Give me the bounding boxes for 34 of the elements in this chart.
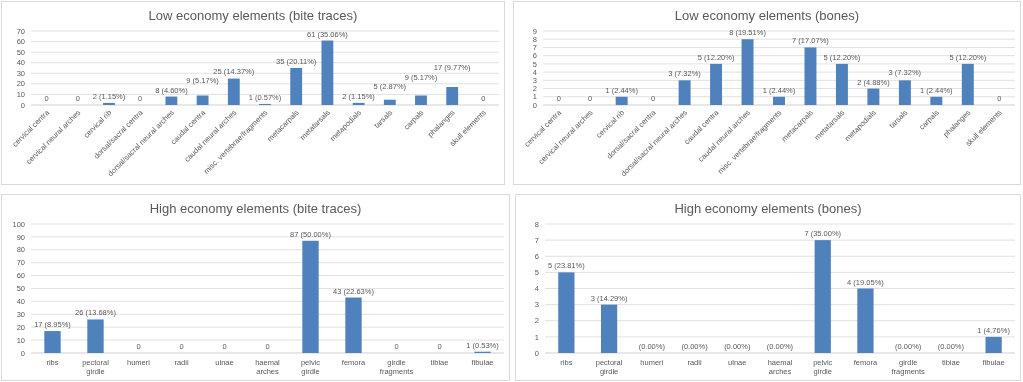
bar xyxy=(290,68,303,105)
bar xyxy=(415,95,427,105)
bar xyxy=(835,63,848,105)
bar xyxy=(814,240,831,353)
chart-title: High economy elements (bones) xyxy=(674,201,862,216)
bar xyxy=(615,96,628,105)
bar xyxy=(867,88,880,105)
bar xyxy=(558,272,575,353)
bar xyxy=(302,240,319,353)
bar xyxy=(741,39,754,105)
bar xyxy=(446,87,459,105)
chart-title: High economy elements (bite traces) xyxy=(149,201,362,216)
bar xyxy=(44,331,61,353)
bar xyxy=(227,78,240,105)
bar xyxy=(710,63,723,105)
bar xyxy=(345,297,362,353)
bar xyxy=(857,288,874,353)
bar xyxy=(961,63,974,105)
bar xyxy=(898,80,911,105)
bar xyxy=(930,96,943,105)
bar xyxy=(321,40,334,105)
bar xyxy=(600,304,618,353)
bar xyxy=(165,96,178,105)
bar xyxy=(678,80,691,105)
bar xyxy=(87,319,104,353)
bar xyxy=(804,47,817,105)
bar xyxy=(196,95,209,105)
bar xyxy=(103,102,115,105)
bar xyxy=(773,96,785,105)
bar xyxy=(383,99,396,105)
chart-title: Low economy elements (bite traces) xyxy=(148,8,358,23)
bar xyxy=(985,336,1002,353)
chart-title: Low economy elements (bones) xyxy=(674,8,860,23)
bar xyxy=(352,102,365,105)
